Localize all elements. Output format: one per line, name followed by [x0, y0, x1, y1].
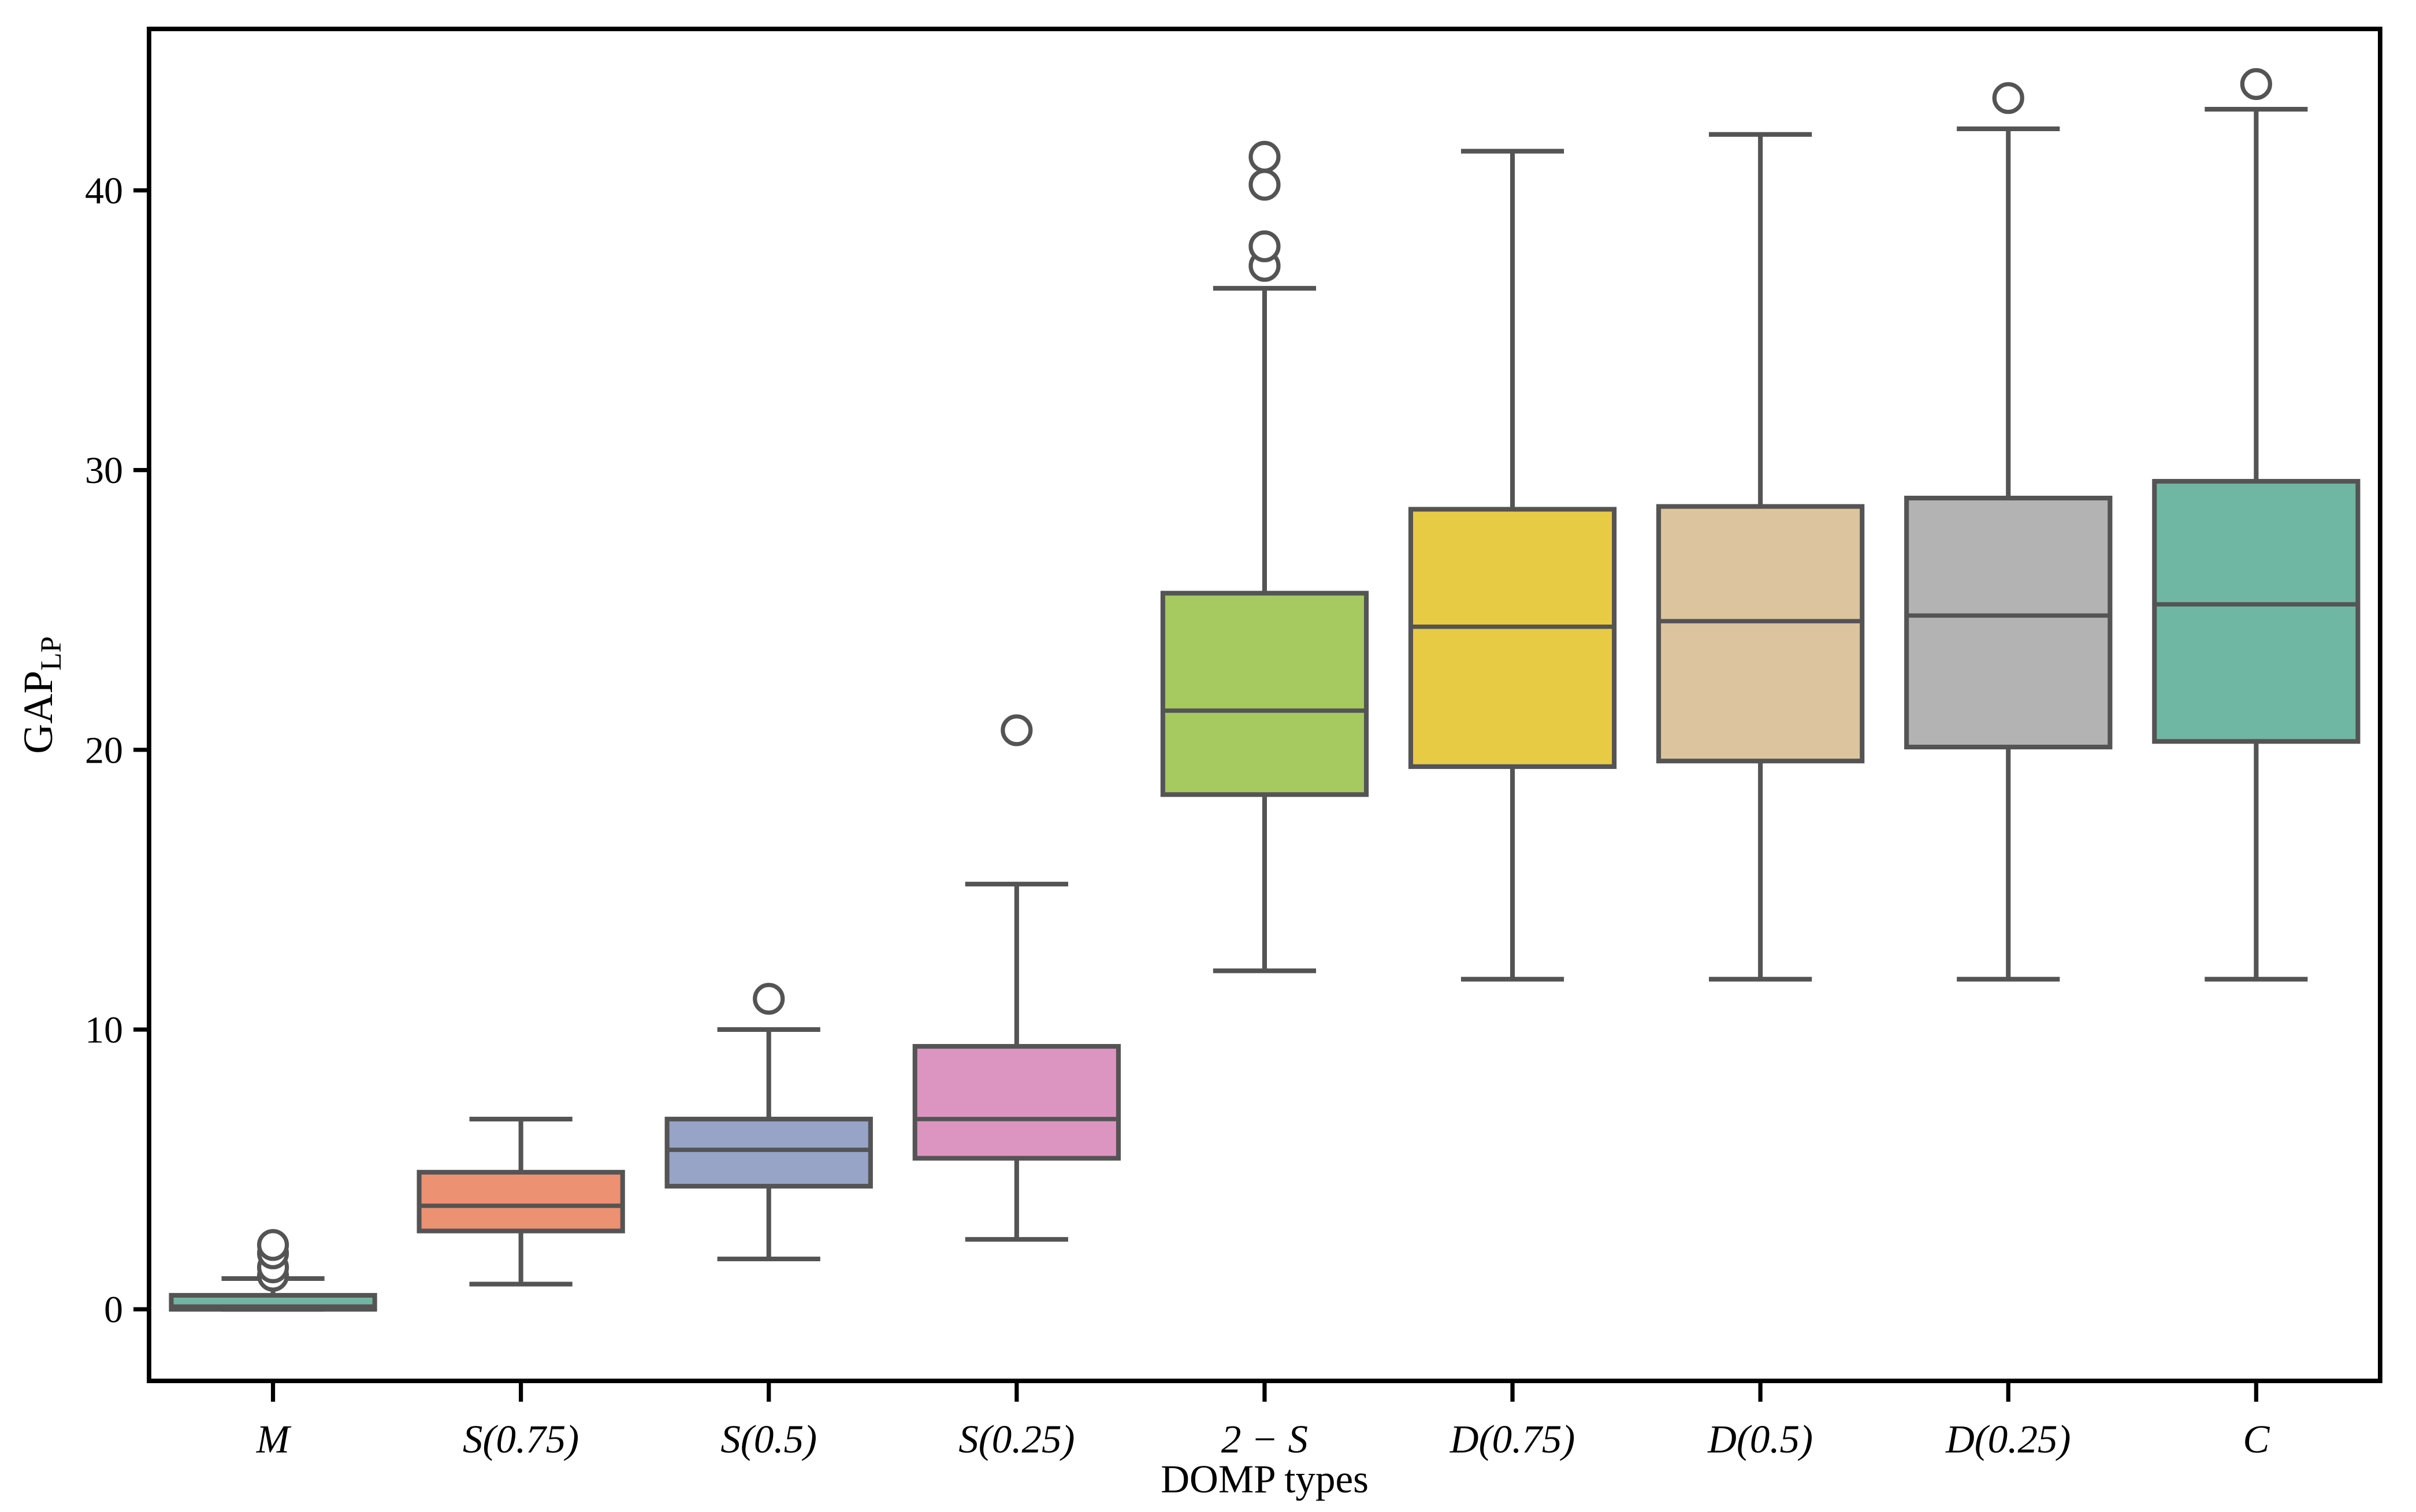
x-tick-label: 2 − S: [1221, 1417, 1308, 1461]
outlier-point: [753, 983, 785, 1015]
y-axis-title-main: GAP: [15, 671, 61, 754]
iqr-box: [1160, 590, 1369, 797]
iqr-box: [417, 1169, 625, 1234]
iqr-box: [1408, 507, 1617, 769]
box-group: [1904, 82, 2113, 982]
y-axis-title-sub: LP: [35, 636, 68, 671]
outlier-point: [1248, 230, 1281, 262]
y-axis-ticks: [133, 188, 149, 1312]
y-tick-label: 10: [85, 1009, 123, 1051]
box-group: [664, 983, 873, 1262]
iqr-box: [912, 1043, 1121, 1161]
outlier-point: [1248, 169, 1281, 201]
outlier-point: [1248, 140, 1281, 173]
box-group: [169, 1229, 377, 1312]
box-group: [912, 714, 1121, 1242]
outlier-point: [257, 1229, 289, 1261]
x-tick-label: D(0.75): [1449, 1417, 1575, 1461]
iqr-box: [664, 1116, 873, 1189]
x-tick-label: S(0.25): [958, 1417, 1075, 1461]
x-tick-label: M: [256, 1417, 292, 1461]
y-tick-label: 0: [104, 1289, 123, 1331]
x-tick-label: S(0.5): [720, 1417, 817, 1461]
box-group: [417, 1116, 625, 1287]
box-group: [1656, 132, 1865, 982]
iqr-box: [1904, 496, 2113, 750]
iqr-box: [1656, 504, 1865, 764]
y-tick-label: 20: [85, 729, 123, 771]
x-tick-label: D(0.5): [1707, 1417, 1813, 1461]
x-tick-label: D(0.25): [1945, 1417, 2071, 1461]
box-group: [2152, 68, 2361, 982]
x-axis-title: DOMP types: [1161, 1457, 1369, 1501]
y-tick-labels: 0 10 20 30 40: [85, 170, 123, 1331]
x-tick-labels: M S(0.75) S(0.5) S(0.25) 2 − S D(0.75) D(0.5) D…: [256, 1417, 2270, 1461]
y-axis-title: GAPLP: [15, 636, 68, 754]
outlier-point: [1992, 82, 2024, 114]
y-tick-label: 30: [85, 449, 123, 492]
iqr-box: [2152, 478, 2361, 744]
y-tick-label: 40: [85, 170, 123, 212]
x-tick-label: S(0.75): [463, 1417, 579, 1461]
boxes-layer: [169, 68, 2361, 1312]
x-tick-label: C: [2243, 1417, 2270, 1461]
box-group: [1408, 148, 1617, 982]
x-axis-ticks: [270, 1381, 2258, 1402]
box-group: [1160, 140, 1369, 974]
outlier-point: [1001, 714, 1033, 746]
outlier-point: [2240, 68, 2272, 101]
